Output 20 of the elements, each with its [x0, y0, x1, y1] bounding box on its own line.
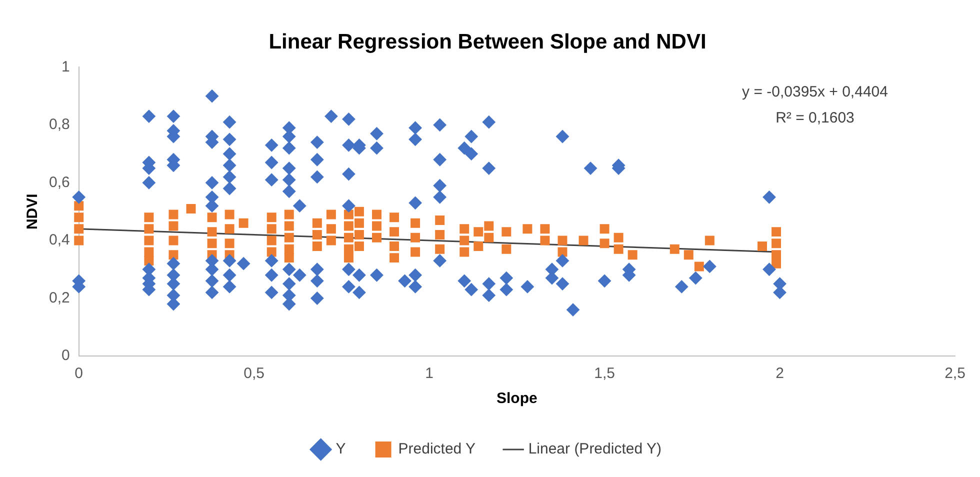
x-tick-label: 0,5: [244, 365, 265, 382]
annotation: R² = 0,1603: [776, 109, 854, 126]
y-tick-label: 0,6: [48, 174, 70, 191]
chart-title: Linear Regression Between Slope and NDVI: [268, 30, 706, 54]
x-tick-label: 2,5: [944, 365, 966, 382]
y-tick-label: 0: [62, 347, 70, 364]
x-tick-label: 2: [776, 365, 784, 382]
x-tick-label: 1: [425, 365, 434, 382]
y-tick-label: 1: [62, 58, 70, 76]
x-axis-title: Slope: [496, 390, 538, 408]
y-axis-title: NDVI: [24, 194, 42, 230]
y-tick-label: 0,4: [48, 232, 70, 249]
y-tick-label: 0,2: [48, 289, 70, 306]
y-tick-label: 0,8: [48, 116, 70, 134]
legend-label: Linear (Predicted Y): [528, 440, 662, 458]
legend-label: Predicted Y: [398, 440, 476, 458]
x-tick-label: 1,5: [594, 365, 615, 382]
annotation: y = -0,0395x + 0,4404: [742, 83, 888, 100]
x-tick-label: 0: [74, 365, 84, 382]
legend-label: Y: [336, 440, 346, 458]
